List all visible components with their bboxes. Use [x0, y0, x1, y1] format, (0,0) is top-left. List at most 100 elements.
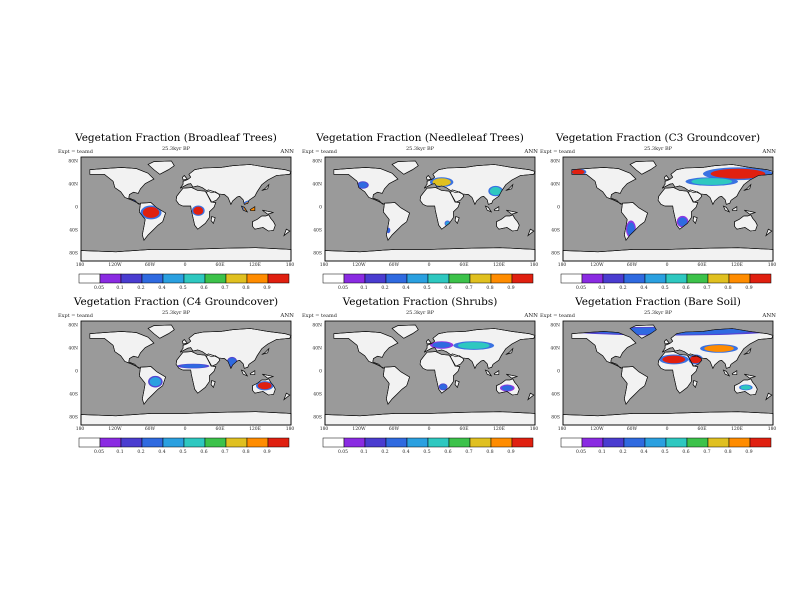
coastline [571, 331, 637, 369]
colorbar-swatch [490, 437, 513, 448]
coastline [283, 228, 291, 237]
colorbar-swatch [469, 437, 492, 448]
experiment-label: Expt = teamd [58, 313, 93, 319]
x-tick-label: 0 [427, 263, 431, 268]
colorbar-swatch [448, 273, 471, 284]
x-tick-label: 180 [285, 263, 295, 268]
colorbar-swatch [644, 273, 667, 284]
coastline [657, 351, 699, 394]
colorbar-label: 0.9 [263, 450, 271, 455]
y-tick-label: 40N [68, 182, 78, 188]
colorbar-label: 0.2 [619, 450, 627, 455]
coastline [493, 206, 500, 212]
colorbar-label: 0.1 [598, 286, 606, 291]
experiment-label: Expt = teamd [302, 313, 337, 319]
colorbar-label: 0.9 [745, 450, 753, 455]
colorbar-swatch [560, 273, 583, 284]
coastline [210, 380, 216, 389]
coastline [419, 187, 461, 230]
coastline [382, 366, 410, 405]
colorbar-label: 0.05 [337, 286, 349, 291]
coastline [734, 214, 758, 232]
coastline [179, 164, 292, 206]
vegetation-field [570, 167, 773, 238]
x-tick-label: 180 [557, 427, 567, 432]
coastline [147, 324, 175, 339]
colorbar-swatch [560, 437, 583, 448]
colorbar-label: 0.05 [575, 286, 587, 291]
region-core [740, 385, 752, 390]
y-tick-label: 0 [75, 205, 78, 211]
colorbar-swatch [728, 437, 751, 448]
coastline [175, 351, 217, 394]
colorbar-swatch [246, 273, 269, 284]
colorbar-swatch [162, 437, 185, 448]
map-panel: Vegetation Fraction (Needleleaf Trees) 25… [302, 132, 538, 294]
x-tick-label: 60W [388, 427, 400, 432]
x-tick-label: 60E [697, 427, 707, 432]
colorbar-swatch [623, 273, 646, 284]
x-tick-label: 60E [215, 427, 225, 432]
experiment-label: Expt = teamd [58, 149, 93, 155]
y-tick-label: 0 [557, 205, 560, 211]
coastline [571, 167, 637, 205]
region-core [457, 342, 490, 349]
colorbar-label: 0.4 [402, 450, 410, 455]
coastline [262, 209, 274, 215]
colorbar-swatch [623, 437, 646, 448]
colorbar-label: 0.8 [486, 286, 494, 291]
coastline [743, 183, 752, 191]
y-tick-label: 80S [69, 251, 78, 257]
coastline [89, 331, 155, 369]
y-tick-label: 80N [312, 159, 322, 165]
colorbar-label: 0.5 [661, 286, 669, 291]
period-label: ANN [524, 149, 538, 155]
y-tick-label: 0 [319, 369, 322, 375]
colorbar-label: 0.1 [360, 450, 368, 455]
colorbar-label: 0.5 [179, 450, 187, 455]
x-tick-label: 180 [767, 427, 777, 432]
colorbar-label: 0.5 [423, 450, 431, 455]
colorbar-label: 0.5 [661, 450, 669, 455]
coastline [240, 369, 249, 377]
region-core [710, 168, 766, 179]
coastline [450, 189, 465, 203]
coastline [505, 183, 514, 191]
coastline [252, 378, 276, 396]
coastline [175, 187, 217, 230]
x-tick-label: 120W [590, 427, 604, 432]
colorbar-swatch [707, 273, 730, 284]
coastline [722, 205, 731, 213]
experiment-label: Expt = teamd [302, 149, 337, 155]
coastline [692, 380, 698, 389]
x-tick-label: 0 [183, 263, 187, 268]
colorbar-label: 0.9 [263, 286, 271, 291]
x-tick-label: 60W [626, 427, 638, 432]
coastline [493, 370, 500, 376]
y-tick-label: 40N [312, 346, 322, 352]
region-core [501, 385, 513, 391]
colorbar-swatch [644, 437, 667, 448]
x-tick-label: 120W [108, 263, 122, 268]
x-tick-label: 120E [731, 427, 743, 432]
region-core [691, 178, 733, 185]
x-tick-label: 180 [767, 263, 777, 268]
vegetation-field [357, 177, 503, 234]
colorbar-swatch [511, 437, 534, 448]
coastline [450, 353, 465, 367]
panel-title: Vegetation Fraction (C4 Groundcover) [73, 296, 279, 308]
coastline [496, 378, 520, 396]
x-tick-label: 0 [183, 427, 187, 432]
coastline [138, 366, 166, 405]
colorbar-label: 0.7 [703, 450, 711, 455]
region-core [432, 178, 451, 186]
colorbar-label: 0.6 [682, 286, 690, 291]
period-label: ANN [524, 313, 538, 319]
coastline [506, 373, 518, 379]
colorbar-swatch [602, 437, 625, 448]
colorbar-label: 0.9 [507, 286, 515, 291]
coastline [210, 216, 216, 225]
x-tick-label: 120E [493, 427, 505, 432]
colorbar-swatch [78, 273, 101, 284]
coastline [206, 353, 221, 367]
